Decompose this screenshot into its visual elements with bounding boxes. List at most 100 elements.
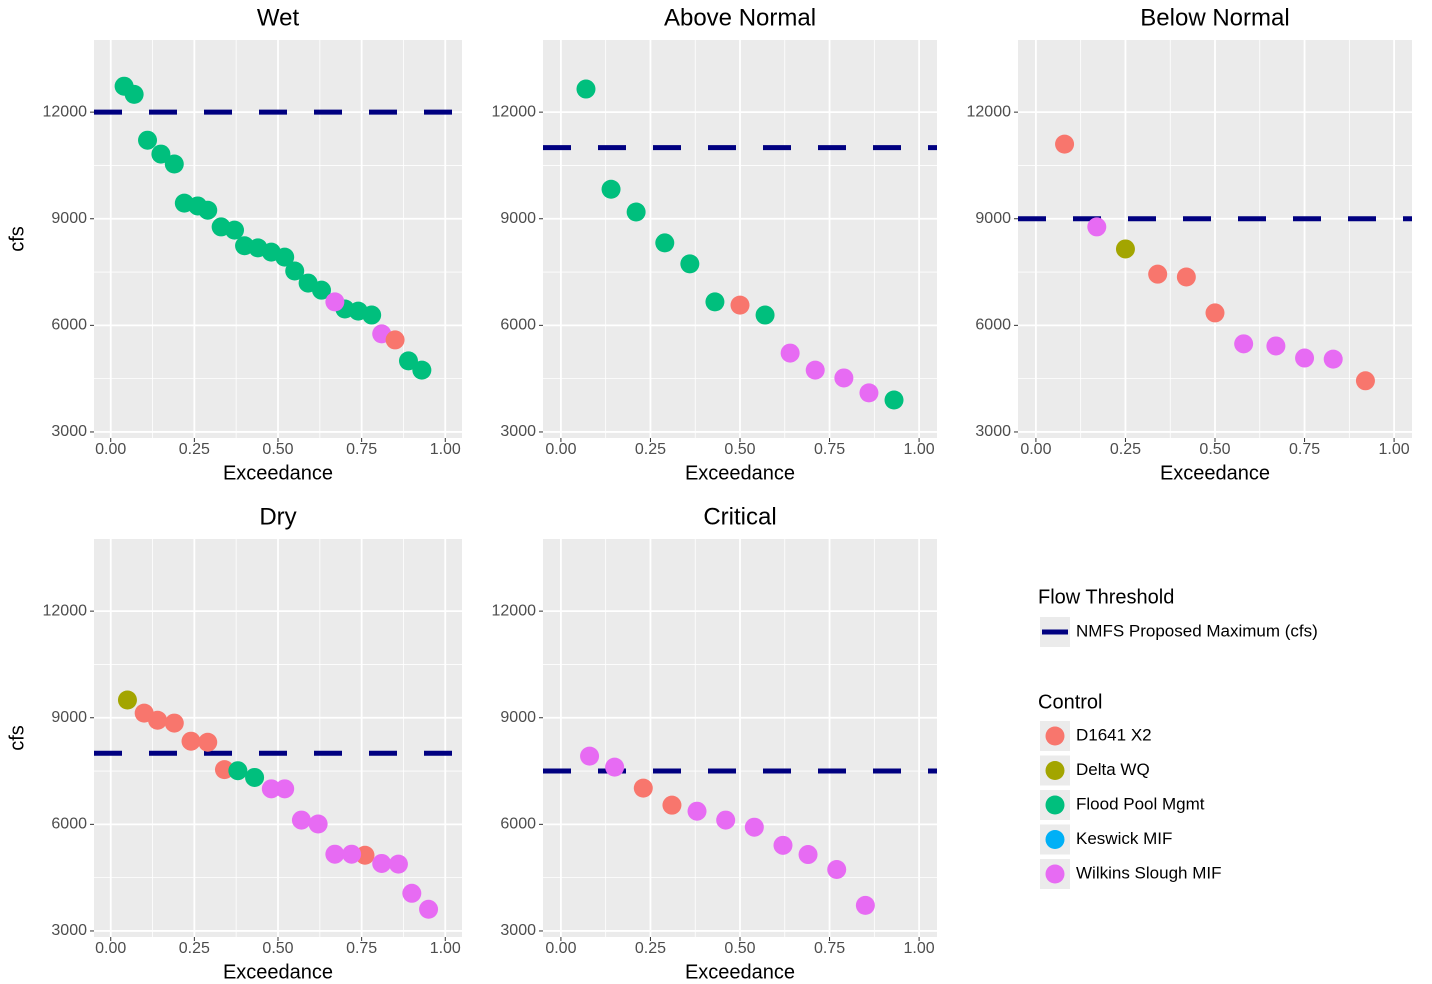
point [291,810,311,830]
point [275,779,295,799]
point [884,390,904,410]
panel-title: Below Normal [1140,4,1289,31]
y-axis-label: cfs [6,725,28,751]
y-tick-label: 9000 [975,210,1011,227]
panel: 3000 6000 9000 12000 0.00 0.25 0.50 0.75 1.00 Bel… [967,4,1412,484]
point [385,330,405,350]
point [798,845,818,865]
x-tick-label: 0.75 [346,441,377,458]
point [662,795,682,815]
point [225,220,245,240]
legend-marker [1045,830,1065,849]
point [148,710,168,730]
x-tick-label: 0.25 [635,441,666,458]
y-tick-label: 9000 [51,210,87,227]
point [117,690,137,710]
legend-marker [1045,726,1065,746]
point [633,778,653,798]
x-tick-label: 1.00 [904,940,935,957]
legend-label: Delta WQ [1076,760,1150,779]
y-tick-label: 6000 [51,317,87,334]
point [605,757,625,777]
panel: 3000 6000 9000 12000 0.00 0.25 0.50 0.75 1.00 Wet… [6,4,462,484]
legend-marker [1045,864,1065,884]
y-tick-label: 12000 [492,602,537,619]
point [412,360,432,380]
point [773,835,793,855]
x-tick-label: 0.75 [814,441,845,458]
point [398,351,418,371]
point [311,280,331,300]
point [261,779,281,799]
point [626,202,646,222]
y-tick-label: 6000 [975,317,1011,334]
point [680,254,700,274]
legend-entries: D1641 X2 Delta WQ Flood Pool Mgmt Keswick M… [1040,721,1221,889]
panel: 3000 6000 9000 12000 0.00 0.25 0.50 0.75 1.00 Dry… [6,503,462,983]
point [372,853,392,873]
point [245,767,265,787]
point [1323,349,1343,369]
point [705,292,725,312]
x-axis-label: Exceedance [685,462,795,484]
panel-title: Critical [703,503,776,530]
y-axis-label: cfs [6,226,28,252]
point [859,383,879,403]
x-tick-label: 0.00 [1020,441,1051,458]
x-tick-label: 0.00 [95,940,126,957]
panel-title: Dry [259,503,296,530]
point [1055,134,1075,154]
y-tick-label: 12000 [43,602,88,619]
y-tick-label: 3000 [51,922,87,939]
legend-label: NMFS Proposed Maximum (cfs) [1076,621,1318,640]
legend-marker [1045,761,1065,780]
point [730,295,750,315]
x-axis-label: Exceedance [223,961,333,983]
legend: Flow Threshold NMFS Proposed Maximum (cf… [1038,586,1318,889]
point [834,368,854,388]
point [124,84,144,104]
point [275,247,295,267]
point [580,746,600,766]
legend-title: Flow Threshold [1038,586,1174,608]
point [855,895,875,915]
point [362,305,382,325]
y-tick-label: 9000 [500,210,536,227]
y-tick-label: 6000 [51,816,87,833]
x-axis-label: Exceedance [223,462,333,484]
point [755,305,775,325]
x-tick-label: 0.00 [545,441,576,458]
x-tick-label: 0.50 [262,940,293,957]
point [687,801,707,821]
legend-label: D1641 X2 [1076,725,1152,744]
legend-label: Wilkins Slough MIF [1076,863,1221,882]
point [388,854,408,874]
point [1176,267,1196,287]
point [655,233,675,253]
panel: 3000 6000 9000 12000 0.00 0.25 0.50 0.75 1.00 Abo… [492,4,937,484]
x-tick-label: 0.75 [346,940,377,957]
point [1087,217,1107,237]
legend-label: Flood Pool Mgmt [1076,794,1205,813]
x-tick-label: 1.00 [430,940,461,957]
point [181,731,201,751]
point [325,292,345,312]
point [1266,336,1286,356]
point [576,79,596,99]
legend-marker [1045,795,1065,815]
panel-title: Wet [257,4,300,31]
point [198,732,218,752]
point [780,343,800,363]
panel-title: Above Normal [664,4,816,31]
point [419,899,439,919]
y-tick-label: 12000 [967,103,1012,120]
legend-title: Control [1038,691,1102,713]
x-tick-label: 1.00 [430,441,461,458]
x-tick-label: 0.75 [1289,441,1320,458]
point [198,200,218,220]
x-tick-label: 1.00 [904,441,935,458]
x-tick-label: 1.00 [1379,441,1410,458]
y-tick-label: 12000 [43,103,88,120]
point [1115,239,1135,259]
